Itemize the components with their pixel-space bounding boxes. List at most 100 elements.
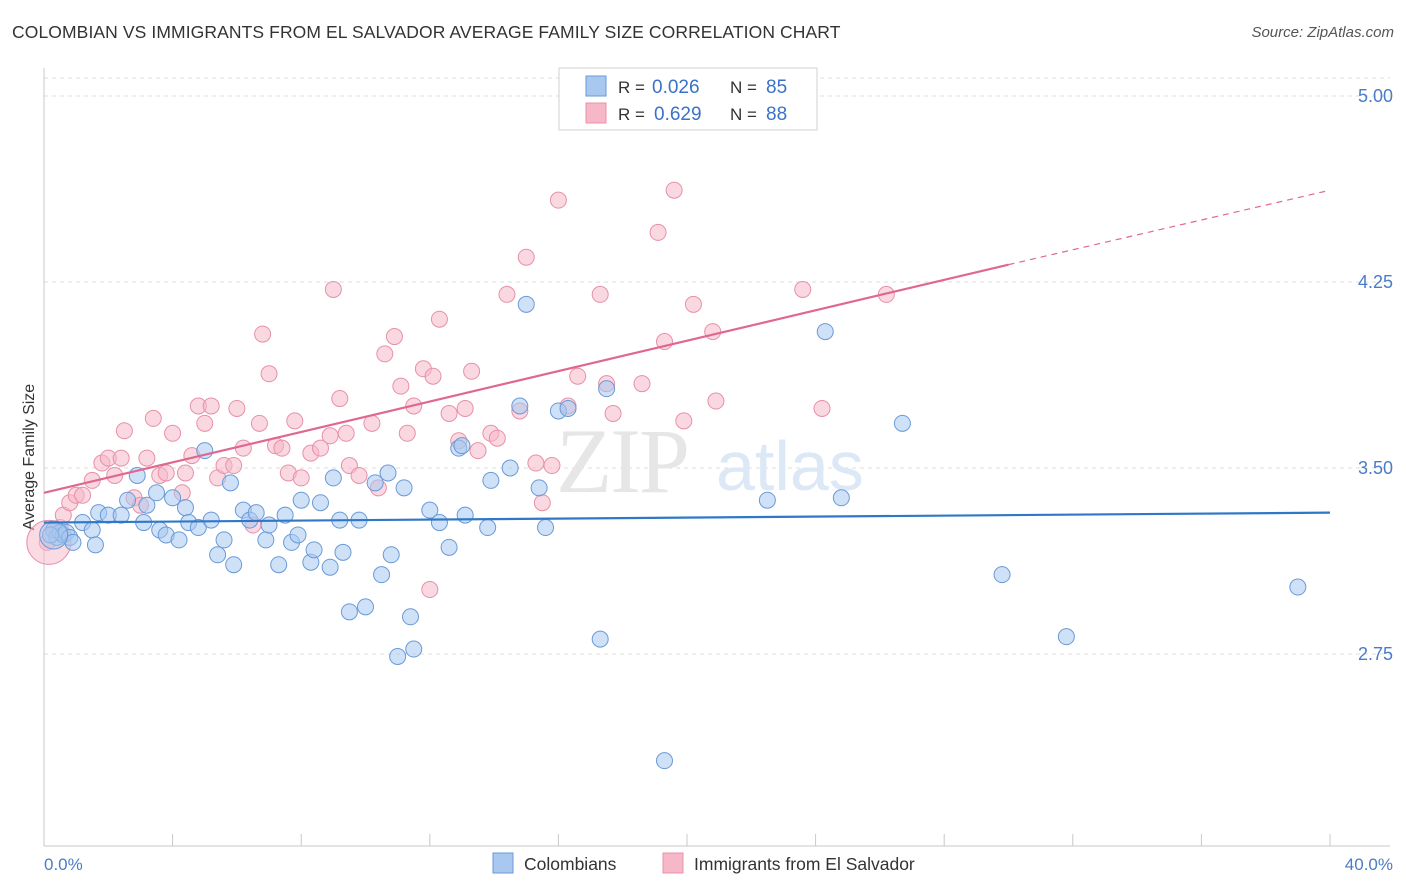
- el-salvador-trend-line: [43, 263, 1009, 494]
- colombians-point-large: [39, 520, 69, 550]
- legend-top: R = 0.026 N = 85 R = 0.629 N = 88: [558, 67, 818, 131]
- colombians-point: [340, 603, 358, 621]
- el-salvador-point: [707, 392, 725, 410]
- el-salvador-point: [704, 323, 722, 341]
- chart-title: COLOMBIAN VS IMMIGRANTS FROM EL SALVADOR…: [12, 22, 841, 42]
- y-axis-label: Average Family Size: [21, 384, 38, 531]
- legend-n-value-1: 85: [766, 77, 787, 98]
- colombians-point: [270, 556, 288, 574]
- el-salvador-point: [463, 362, 481, 380]
- el-salvador-point: [604, 404, 622, 422]
- colombians-point: [379, 464, 397, 482]
- el-salvador-point: [164, 424, 182, 442]
- colombians-point: [366, 474, 384, 492]
- colombians-point: [389, 647, 407, 665]
- el-salvador-point: [591, 285, 609, 303]
- colombians-point: [334, 543, 352, 561]
- x-tick-label-min: 0.0%: [44, 855, 83, 874]
- legend-r-value-1: 0.026: [652, 77, 700, 98]
- y-tick-labels: 2.75 3.50 4.25 5.00: [1358, 86, 1393, 664]
- colombians-point: [1057, 628, 1075, 646]
- legend-swatch-pink: [585, 102, 607, 124]
- colombians-point: [405, 640, 423, 658]
- colombians-point: [357, 598, 374, 616]
- el-salvador-point: [675, 412, 693, 430]
- y-tick-label: 2.75: [1358, 644, 1393, 664]
- colombians-point: [440, 538, 458, 556]
- y-tick-label: 5.00: [1358, 86, 1393, 106]
- el-salvador-point: [350, 466, 368, 484]
- colombians-point: [112, 506, 130, 524]
- el-salvador-point: [813, 399, 831, 417]
- legend-r-label-1: R =: [618, 78, 645, 97]
- colombians-point: [176, 499, 194, 517]
- el-salvador-point: [74, 486, 92, 504]
- el-salvador-point: [250, 414, 268, 432]
- el-salvador-point: [665, 181, 683, 199]
- colombians-point: [119, 491, 137, 509]
- legend-bottom: Colombians Immigrants from El Salvador: [492, 852, 915, 874]
- legend-bottom-swatch-pink: [662, 852, 684, 874]
- colombians-point: [453, 437, 471, 455]
- colombians-point: [209, 546, 227, 564]
- el-salvador-point: [498, 285, 516, 303]
- watermark: ZIP atlas: [556, 410, 864, 512]
- colombians-point: [321, 558, 339, 576]
- colombians-point: [324, 469, 342, 487]
- colombians-point: [257, 531, 275, 549]
- colombians-point: [202, 511, 220, 529]
- el-salvador-point: [115, 422, 133, 440]
- colombians-point: [148, 484, 166, 502]
- y-tick-label: 4.25: [1358, 272, 1393, 292]
- colombians-point: [289, 526, 307, 544]
- el-salvador-point: [385, 328, 403, 346]
- colombians-point: [993, 566, 1011, 584]
- legend-n-label-2: N =: [730, 105, 757, 124]
- el-salvador-point: [533, 494, 551, 512]
- el-salvador-point: [398, 424, 416, 442]
- el-salvador-point: [292, 469, 310, 487]
- el-salvador-point: [228, 399, 246, 417]
- colombians-point: [164, 489, 182, 507]
- colombians-point: [456, 506, 474, 524]
- el-salvador-point: [549, 191, 567, 209]
- el-salvador-point: [286, 412, 304, 430]
- colombians-point: [276, 506, 294, 524]
- el-salvador-point: [543, 457, 561, 475]
- colombians-point: [225, 556, 243, 574]
- el-salvador-point: [421, 581, 439, 599]
- legend-bottom-swatch-blue: [492, 852, 514, 874]
- colombians-point: [373, 566, 391, 584]
- el-salvador-point: [254, 325, 272, 343]
- colombians-point: [305, 541, 323, 559]
- series-el-salvador-points: [26, 181, 895, 599]
- colombians-point: [138, 496, 156, 514]
- colombians-point: [1289, 578, 1307, 596]
- watermark-zip: ZIP: [556, 410, 688, 512]
- el-salvador-point: [794, 280, 812, 298]
- legend-n-value-2: 88: [766, 104, 787, 125]
- colombians-point: [382, 546, 400, 564]
- grid-lines: [44, 77, 1390, 655]
- legend-bottom-label-el-salvador: Immigrants from El Salvador: [694, 854, 915, 874]
- colombians-point: [402, 608, 420, 626]
- el-salvador-point: [527, 454, 545, 472]
- el-salvador-point: [424, 367, 442, 385]
- colombians-point: [559, 399, 577, 417]
- colombians-trend-line: [43, 511, 1331, 524]
- el-salvador-trend-extension: [1008, 189, 1331, 266]
- colombians-point: [482, 471, 500, 489]
- colombians-point: [816, 323, 834, 341]
- colombians-point: [530, 479, 548, 497]
- el-salvador-point: [456, 399, 474, 417]
- el-salvador-point: [196, 414, 214, 432]
- el-salvador-point: [469, 442, 487, 460]
- colombians-point: [221, 474, 239, 492]
- el-salvador-point: [331, 390, 349, 408]
- el-salvador-point: [633, 375, 651, 393]
- el-salvador-point: [517, 248, 535, 266]
- source-label: Source: ZipAtlas.com: [1251, 24, 1394, 41]
- trend-lines: [43, 189, 1331, 524]
- series-colombians-points: [39, 295, 1307, 770]
- el-salvador-point: [225, 457, 243, 475]
